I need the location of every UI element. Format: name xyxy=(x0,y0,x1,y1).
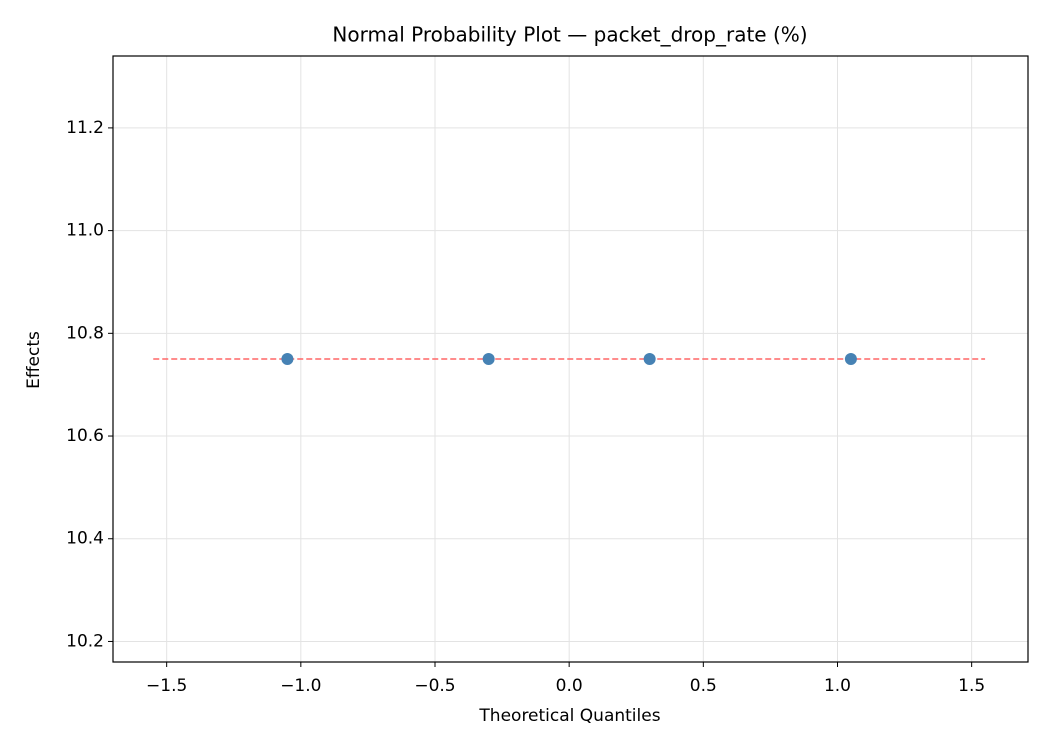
x-axis-label: Theoretical Quantiles xyxy=(478,706,660,726)
y-tick-label: 11.2 xyxy=(66,118,104,138)
y-tick-label: 10.2 xyxy=(66,631,104,651)
y-axis-label: Effects xyxy=(24,331,44,389)
x-tick-label: 0.0 xyxy=(556,676,583,696)
y-tick-label: 11.0 xyxy=(66,221,104,241)
x-tick-label: 1.0 xyxy=(824,676,851,696)
y-tick-label: 10.4 xyxy=(66,529,104,549)
x-tick-label: −1.0 xyxy=(280,676,321,696)
data-point xyxy=(844,353,857,365)
data-point xyxy=(643,353,656,365)
data-point xyxy=(482,353,495,365)
plot-frame xyxy=(112,55,1029,663)
chart-title: Normal Probability Plot — packet_drop_ra… xyxy=(332,23,807,47)
x-tick-label: −0.5 xyxy=(414,676,455,696)
x-tick-label: 1.5 xyxy=(958,676,985,696)
y-tick-label: 10.8 xyxy=(66,323,104,343)
y-tick-label: 10.6 xyxy=(66,426,104,446)
data-point xyxy=(281,353,294,365)
x-tick-label: −1.5 xyxy=(146,676,187,696)
x-tick-label: 0.5 xyxy=(690,676,717,696)
